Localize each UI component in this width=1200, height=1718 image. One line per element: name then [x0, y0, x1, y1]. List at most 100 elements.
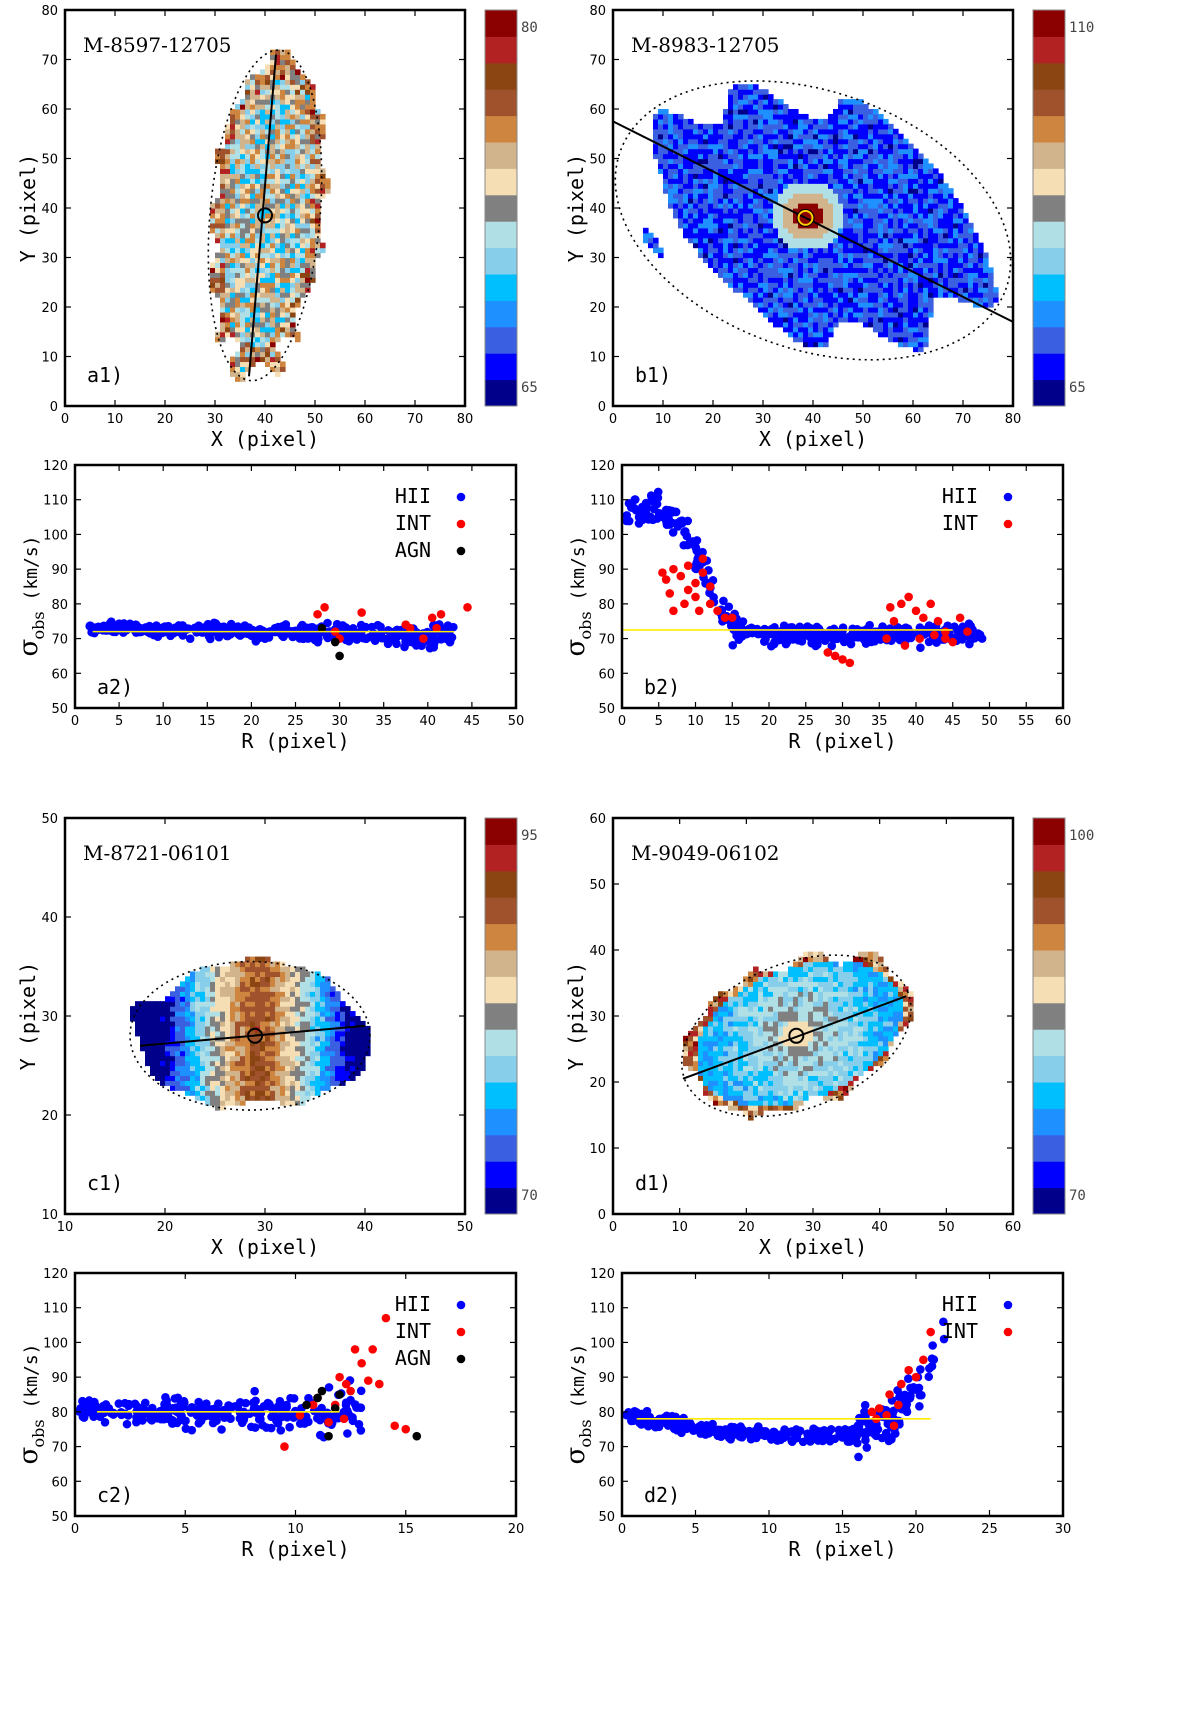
- map-pixel: [898, 133, 904, 140]
- map-pixel: [175, 1085, 181, 1091]
- map-pixel: [783, 109, 789, 115]
- map-pixel: [738, 198, 744, 204]
- map-pixel: [728, 89, 734, 95]
- map-pixel: [255, 247, 261, 254]
- map-pixel: [688, 203, 694, 209]
- map-pixel: [848, 198, 854, 204]
- map-pixel: [863, 321, 869, 328]
- map-pixel: [778, 272, 784, 278]
- x-axis-label: X (pixel): [211, 427, 319, 451]
- data-point-int: [658, 568, 667, 577]
- data-point-hii: [677, 519, 687, 528]
- map-pixel: [803, 148, 809, 155]
- map-pixel: [255, 208, 261, 214]
- map-pixel: [868, 297, 874, 303]
- map-pixel: [758, 212, 764, 219]
- map-pixel: [808, 242, 814, 249]
- map-pixel: [718, 242, 724, 249]
- map-pixel: [988, 292, 994, 298]
- map-pixel: [878, 311, 884, 318]
- map-pixel: [275, 222, 281, 229]
- map-pixel: [150, 1040, 156, 1047]
- map-pixel: [250, 222, 256, 229]
- map-pixel: [943, 247, 949, 254]
- map-pixel: [190, 996, 196, 1002]
- map-pixel: [713, 252, 719, 259]
- map-pixel: [275, 153, 281, 160]
- legend-label-int: INT: [942, 511, 978, 535]
- x-tick-label: 10: [107, 412, 124, 427]
- map-pixel: [993, 292, 999, 298]
- y-axis-symbol: σ: [14, 639, 44, 657]
- map-pixel: [928, 262, 934, 268]
- map-pixel: [913, 242, 919, 249]
- map-pixel: [863, 316, 869, 323]
- map-pixel: [658, 148, 664, 155]
- map-pixel: [848, 277, 854, 283]
- map-pixel: [888, 267, 894, 273]
- map-pixel: [743, 212, 749, 219]
- map-pixel: [898, 307, 904, 313]
- map-pixel: [195, 971, 201, 977]
- map-pixel: [743, 262, 749, 268]
- data-point-hii: [761, 635, 770, 644]
- map-pixel: [828, 247, 834, 254]
- map-pixel: [808, 232, 814, 239]
- map-pixel: [658, 168, 664, 174]
- map-pixel: [195, 1020, 201, 1027]
- map-pixel: [828, 148, 834, 155]
- map-pixel: [713, 163, 719, 169]
- map-pixel: [280, 163, 286, 169]
- map-pixel: [225, 287, 231, 293]
- map-pixel: [180, 1035, 186, 1042]
- map-pixel: [928, 237, 934, 244]
- map-pixel: [290, 173, 296, 179]
- map-pixel: [823, 193, 829, 199]
- y-tick-label: 30: [589, 252, 606, 267]
- map-pixel: [315, 217, 321, 224]
- map-pixel: [295, 297, 301, 303]
- plot-frame: [73, 463, 518, 710]
- data-point-int: [357, 608, 366, 617]
- map-pixel: [145, 1040, 151, 1047]
- map-pixel: [703, 178, 709, 184]
- map-pixel: [310, 237, 316, 244]
- map-pixel: [250, 193, 256, 199]
- map-pixel: [908, 212, 914, 219]
- map-pixel: [888, 247, 894, 254]
- map-pixel: [743, 198, 749, 204]
- map-pixel: [175, 1080, 181, 1086]
- data-point-hii: [698, 547, 707, 557]
- map-pixel: [245, 212, 251, 219]
- map-pixel: [818, 331, 824, 338]
- map-pixel: [928, 203, 934, 209]
- map-pixel: [260, 232, 266, 239]
- map-pixel: [803, 128, 809, 135]
- map-pixel: [210, 991, 216, 997]
- map-pixel: [838, 311, 844, 318]
- map-pixel: [270, 267, 276, 273]
- map-pixel: [150, 1070, 156, 1076]
- map-pixel: [668, 168, 674, 174]
- map-pixel: [848, 217, 854, 224]
- data-point-hii: [332, 619, 342, 629]
- map-pixel: [753, 282, 759, 288]
- map-pixel: [928, 302, 934, 308]
- map-pixel: [773, 203, 779, 209]
- map-pixel: [928, 222, 934, 229]
- map-pixel: [285, 153, 291, 160]
- map-pixel: [230, 163, 236, 169]
- map-pixel: [305, 242, 311, 249]
- map-pixel: [155, 1006, 161, 1012]
- map-pixel: [753, 99, 759, 105]
- map-pixel: [808, 178, 814, 184]
- map-pixel: [948, 257, 954, 264]
- map-pixel: [693, 237, 699, 244]
- map-pixel: [848, 282, 854, 288]
- map-pixel: [783, 237, 789, 244]
- velocity-map-cells: [643, 84, 999, 353]
- map-pixel: [240, 326, 246, 333]
- map-pixel: [220, 188, 226, 194]
- map-pixel: [798, 217, 804, 224]
